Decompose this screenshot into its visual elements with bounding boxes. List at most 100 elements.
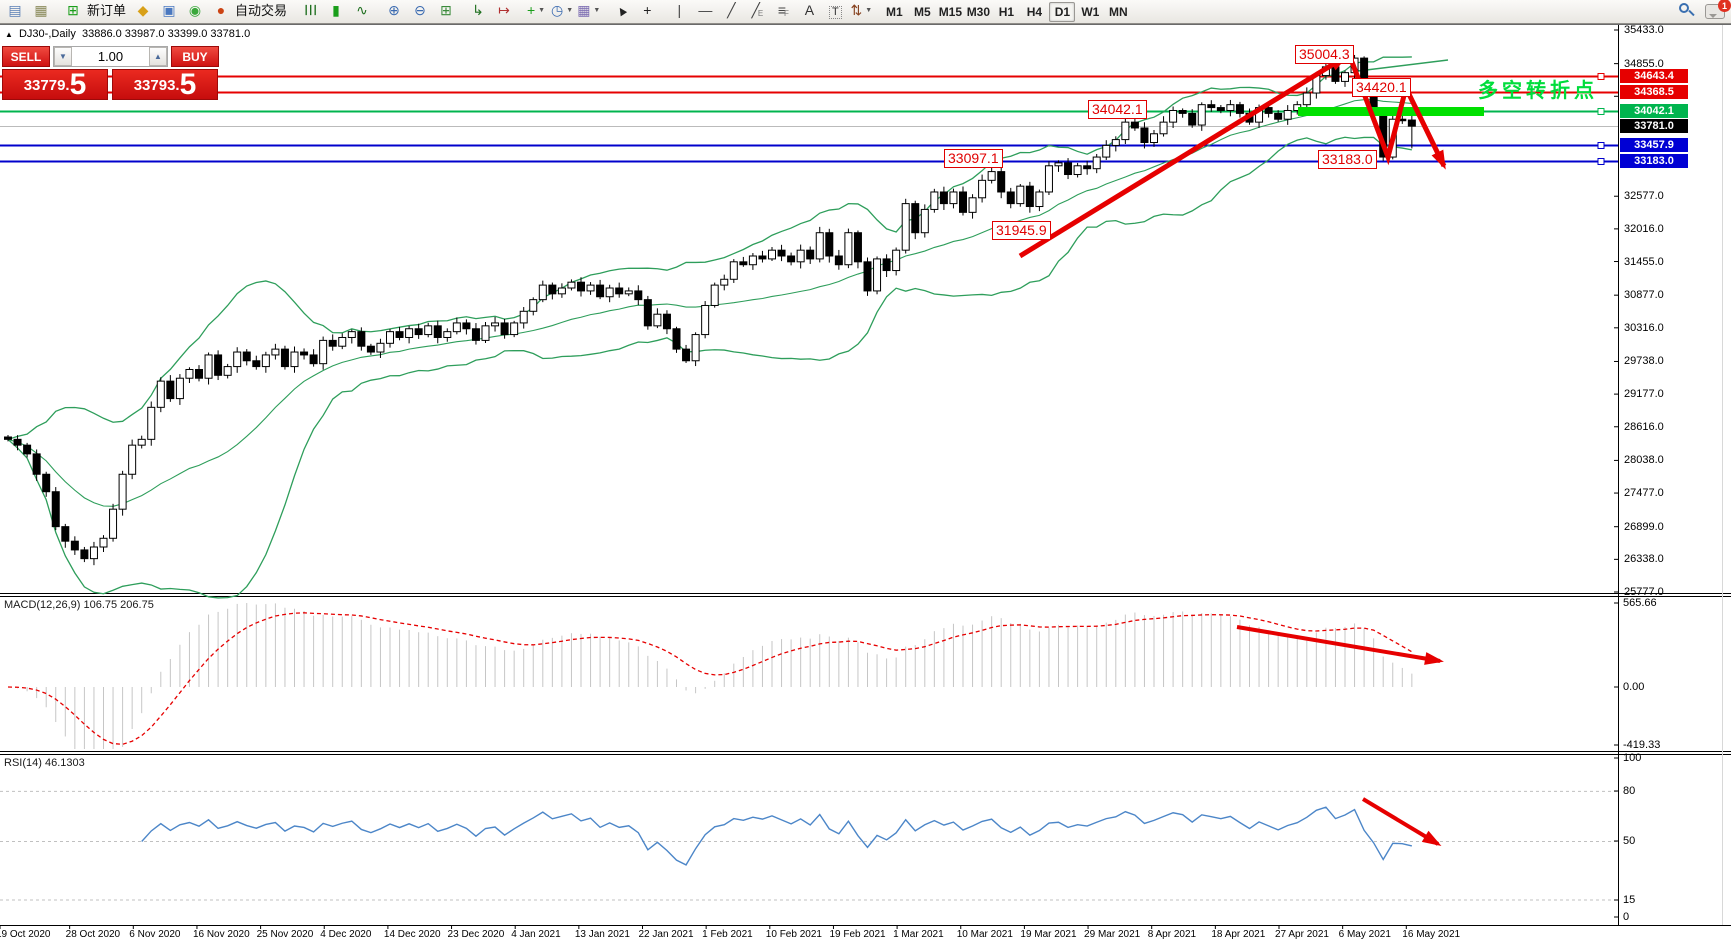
timeframe-mn[interactable]: MN xyxy=(1109,4,1128,19)
annotation-price-label[interactable]: 33183.0 xyxy=(1318,150,1377,169)
metaeditor-icon[interactable]: ◆ xyxy=(137,2,149,19)
timeframe-m1[interactable]: M1 xyxy=(886,4,903,19)
candle-body xyxy=(720,278,729,286)
candle-body xyxy=(1035,191,1044,208)
candle-body xyxy=(1264,107,1273,114)
crosshair-icon[interactable]: + xyxy=(643,2,652,19)
candle-body xyxy=(729,261,738,280)
level-handle[interactable] xyxy=(1597,73,1605,80)
timeframe-m5[interactable]: M5 xyxy=(914,4,931,19)
volume-input[interactable]: 1.00 xyxy=(97,49,124,64)
new-order-label[interactable]: 新订单 xyxy=(87,3,127,19)
periods-icon[interactable]: ◷ ▼ xyxy=(551,2,574,19)
cursor-icon[interactable]: ▲ xyxy=(611,0,631,21)
rsi-down-arrow xyxy=(1361,797,1440,846)
price-axis-tick: 27477.0 xyxy=(1624,487,1664,500)
candle-body xyxy=(1407,119,1416,127)
candle-body xyxy=(796,249,805,263)
toolbar-icon-group: ▤ ▦ ⊞ 新订单 ◆ ▣ ◉ ● 自动交易 ☰ ▮ ∿ ⊕ ⊖ ⊞ ↳ ↦ + ▼ ◷ ▼ ▦ ▼ ▲ + | — ╱ ╱ E ≡ F A T ⇅… xyxy=(2,0,880,23)
annotation-price-label[interactable]: 33097.1 xyxy=(944,149,1003,168)
timeframe-m30[interactable]: M30 xyxy=(966,4,991,19)
text-icon[interactable]: A xyxy=(804,2,815,19)
annotation-price-label[interactable]: 35004.3 xyxy=(1295,45,1354,64)
annotation-price-label[interactable]: 31945.9 xyxy=(992,221,1051,240)
timeframe-h4[interactable]: H4 xyxy=(1026,4,1043,19)
timeframe-m15[interactable]: M15 xyxy=(938,4,963,19)
candle-body xyxy=(1111,139,1120,146)
tile-windows-icon[interactable]: ⊞ xyxy=(440,2,452,19)
bars-chart-icon[interactable]: ☰ xyxy=(302,3,319,17)
macd-label: MACD(12,26,9) 106.75 206.75 xyxy=(4,599,154,611)
level-handle[interactable] xyxy=(1597,158,1605,165)
reversal-zigzag xyxy=(1349,61,1409,166)
candle-body xyxy=(1025,185,1034,208)
fibonacci-icon[interactable]: ≡ F xyxy=(777,2,789,19)
timeframe-w1[interactable]: W1 xyxy=(1081,4,1100,19)
bollinger-middle xyxy=(7,99,1412,507)
candle-body xyxy=(89,546,98,560)
auto-scroll-icon[interactable]: ↳ xyxy=(472,2,484,19)
sell-price[interactable]: 33779. 5 xyxy=(2,69,108,100)
trendline-icon[interactable]: ╱ xyxy=(727,2,736,19)
chart-profiles-icon[interactable]: ▦ xyxy=(34,2,48,19)
candle-body xyxy=(567,281,576,289)
candle-body xyxy=(386,331,394,344)
candle-body xyxy=(242,351,251,362)
collapse-triangle-icon[interactable]: ▲ xyxy=(5,30,13,39)
candle-body xyxy=(691,334,700,362)
line-chart-icon[interactable]: ∿ xyxy=(356,2,368,19)
search-icon[interactable] xyxy=(1677,1,1695,19)
candle-body xyxy=(128,444,137,475)
price-axis-tick: 28038.0 xyxy=(1624,454,1664,467)
timeframe-d1[interactable]: D1 xyxy=(1049,1,1076,22)
candle-body xyxy=(987,171,996,181)
sell-button[interactable]: SELL xyxy=(2,46,50,67)
autotrading-icon[interactable]: ● xyxy=(216,2,226,19)
candle-body xyxy=(882,258,891,272)
mql5-community-icon[interactable]: ▣ xyxy=(162,2,176,19)
candle-body xyxy=(1207,104,1216,109)
autotrading-label[interactable]: 自动交易 xyxy=(235,3,288,19)
zoom-out-icon[interactable]: ⊖ xyxy=(414,2,426,19)
date-axis-label: 23 Dec 2020 xyxy=(447,929,505,940)
date-axis-label: 28 Oct 2020 xyxy=(65,929,121,940)
volume-decrease-button[interactable]: ▼ xyxy=(54,47,72,66)
candle-body xyxy=(1293,104,1302,111)
candle-body xyxy=(376,342,385,353)
buy-price[interactable]: 33793. 5 xyxy=(112,69,218,100)
level-handle[interactable] xyxy=(1597,108,1605,115)
candle-body xyxy=(1130,121,1139,129)
candle-body xyxy=(1150,133,1158,144)
signals-icon[interactable]: ◉ xyxy=(188,2,202,19)
candle-body xyxy=(185,368,194,379)
templates-icon[interactable]: ▦ ▼ xyxy=(577,2,601,19)
annotation-price-label[interactable]: 34420.1 xyxy=(1352,78,1411,97)
new-order-icon[interactable]: ⊞ xyxy=(67,2,79,19)
equidistant-channel-icon[interactable]: ╱ E xyxy=(751,2,764,19)
candle-body xyxy=(452,322,461,333)
chart-shift-icon[interactable]: ↦ xyxy=(498,2,510,19)
zoom-in-icon[interactable]: ⊕ xyxy=(388,2,400,19)
timeframe-h1[interactable]: H1 xyxy=(998,4,1015,19)
text-label-icon[interactable]: T xyxy=(823,2,847,23)
candle-body xyxy=(195,368,203,379)
new-chart-icon[interactable]: ▤ xyxy=(8,2,22,19)
horizontal-line-icon[interactable]: — xyxy=(698,2,713,19)
indicators-icon[interactable]: + ▼ xyxy=(526,2,546,19)
candle-body xyxy=(61,526,70,542)
arrows-object-icon[interactable]: ⇅ ▼ xyxy=(850,2,873,19)
vertical-line-icon[interactable]: | xyxy=(677,2,682,19)
notifications-icon[interactable]: 1 xyxy=(1705,0,1731,19)
volume-increase-button[interactable]: ▲ xyxy=(149,47,167,66)
candle-body xyxy=(1302,92,1311,106)
candle-body xyxy=(1006,191,1015,205)
candle-body xyxy=(1283,109,1292,120)
level-handle[interactable] xyxy=(1597,142,1605,149)
candlestick-chart-icon[interactable]: ▮ xyxy=(332,2,340,19)
annotation-price-label[interactable]: 34042.1 xyxy=(1088,100,1147,119)
candle-body xyxy=(70,540,79,551)
candle-body xyxy=(366,345,375,353)
buy-button[interactable]: BUY xyxy=(171,46,219,67)
